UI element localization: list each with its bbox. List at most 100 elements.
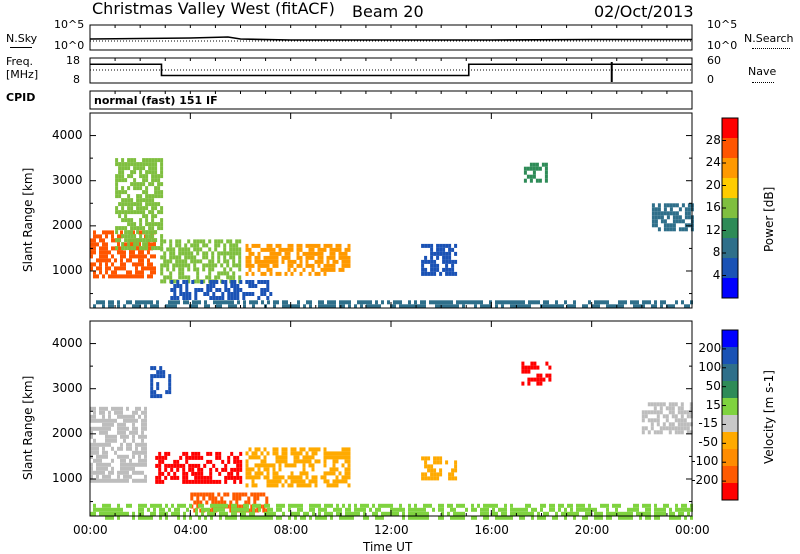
- heat-cell: [169, 255, 173, 260]
- heat-cell: [314, 459, 318, 464]
- heat-cell: [127, 238, 131, 243]
- heat-cell: [208, 271, 212, 276]
- heat-cell: [537, 300, 540, 305]
- heat-cell: [211, 263, 215, 268]
- heat-cell: [220, 500, 224, 505]
- heat-cell: [675, 211, 679, 216]
- heat-cell: [666, 503, 669, 508]
- noise-lines: [89, 36, 692, 42]
- heat-cell: [145, 218, 149, 223]
- heat-cell: [330, 503, 333, 508]
- heat-cell: [144, 503, 147, 508]
- heat-cell: [570, 511, 573, 516]
- heat-cell: [332, 455, 336, 460]
- heat-cell: [251, 251, 255, 256]
- heat-cell: [282, 304, 285, 309]
- heat-cell: [108, 511, 111, 516]
- heat-cell: [130, 218, 134, 223]
- heat-cell: [108, 503, 111, 508]
- heat-cell: [187, 279, 191, 284]
- heat-cell: [187, 239, 191, 244]
- heat-cell: [96, 426, 99, 431]
- heat-cell: [436, 472, 440, 477]
- heat-cell: [335, 479, 339, 484]
- heat-cell: [141, 434, 144, 439]
- heat-cell: [218, 296, 222, 300]
- heat-cell: [133, 222, 137, 227]
- heat-cell: [451, 476, 455, 481]
- heat-cell: [203, 463, 207, 468]
- heat-cell: [510, 507, 513, 512]
- heat-cell: [269, 483, 273, 488]
- heat-cell: [126, 446, 129, 451]
- colorbar-tick-label: 200: [698, 340, 722, 355]
- heat-cell: [433, 476, 437, 481]
- heat-cell: [120, 410, 123, 415]
- heat-cell: [193, 263, 197, 268]
- heat-cell: [123, 242, 126, 247]
- heat-cell: [185, 280, 189, 284]
- heat-cell: [287, 247, 291, 252]
- heat-cell: [489, 300, 492, 305]
- heat-cell: [145, 242, 149, 247]
- heat-cell: [196, 251, 200, 256]
- heat-cell: [363, 503, 366, 508]
- heat-cell: [454, 271, 458, 276]
- heat-cell: [120, 426, 123, 431]
- heat-cell: [162, 374, 166, 379]
- heat-cell: [480, 507, 483, 512]
- heat-cell: [126, 474, 129, 479]
- heat-cell: [342, 515, 345, 520]
- heat-cell: [354, 507, 357, 512]
- heat-cell: [309, 507, 312, 512]
- heat-cell: [327, 511, 330, 516]
- heat-cell: [456, 300, 459, 305]
- heat-cell: [588, 503, 591, 508]
- heat-cell: [399, 300, 402, 305]
- heat-cell: [659, 402, 663, 407]
- heat-cell: [150, 511, 153, 516]
- heat-cell: [684, 207, 688, 212]
- heat-cell: [105, 503, 108, 508]
- heat-cell: [126, 426, 129, 431]
- heat-cell: [117, 430, 120, 435]
- heat-cell: [96, 470, 99, 475]
- heat-cell: [117, 246, 120, 251]
- heat-cell: [254, 483, 258, 488]
- heat-cell: [166, 267, 170, 272]
- heat-cell: [162, 511, 165, 516]
- heat-cell: [105, 511, 108, 516]
- heat-cell: [251, 455, 255, 460]
- heat-cell: [345, 511, 348, 516]
- heat-cell: [111, 234, 114, 239]
- heat-cell: [300, 515, 303, 520]
- heat-cell: [656, 414, 660, 419]
- heat-cell: [254, 284, 258, 288]
- heat-cell: [299, 475, 303, 480]
- heat-cell: [121, 170, 125, 175]
- heat-cell: [139, 206, 143, 211]
- heat-cell: [120, 250, 123, 255]
- heat-cell: [127, 202, 131, 207]
- heat-cell: [441, 503, 444, 508]
- heat-cell: [142, 162, 146, 167]
- heat-cell: [157, 158, 161, 163]
- heat-cell: [278, 251, 282, 256]
- heat-cell: [117, 511, 120, 516]
- heat-cell: [206, 475, 210, 480]
- heat-cell: [135, 430, 138, 435]
- heat-cell: [230, 451, 234, 456]
- heat-cell: [117, 274, 120, 279]
- colorbar-tick-label: -15: [698, 416, 718, 431]
- heat-cell: [650, 402, 654, 407]
- heat-cell: [188, 292, 192, 296]
- heat-cell: [90, 430, 93, 435]
- heat-cell: [177, 503, 180, 508]
- heat-cell: [250, 504, 254, 509]
- heat-cell: [624, 511, 627, 516]
- heat-cell: [174, 304, 177, 309]
- heat-cell: [132, 478, 135, 483]
- heat-cell: [447, 503, 450, 508]
- heat-cell: [121, 162, 125, 167]
- heat-cell: [212, 280, 216, 284]
